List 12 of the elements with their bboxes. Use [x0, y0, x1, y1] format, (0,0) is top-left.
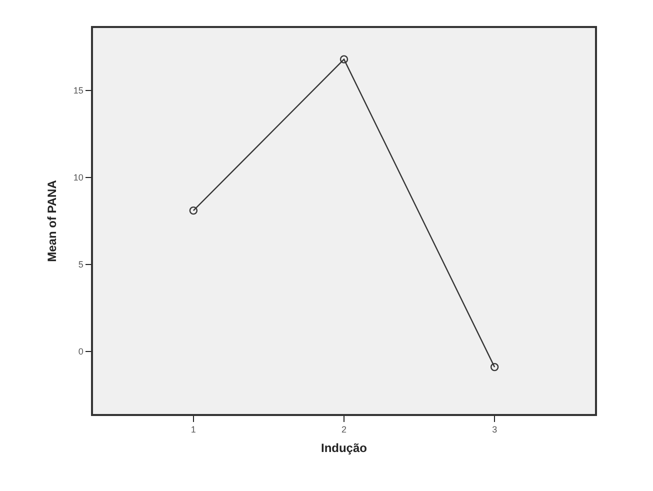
- y-tick-label: 5: [78, 260, 84, 270]
- y-axis-title: Mean of PANA: [45, 180, 60, 262]
- x-axis-title: Indução: [320, 440, 368, 455]
- y-tick-label: 0: [78, 346, 84, 357]
- x-tick-label: 2: [341, 424, 347, 435]
- y-tick-label: 10: [73, 172, 84, 183]
- point: [340, 55, 348, 64]
- x-tick-label: 1: [190, 424, 196, 435]
- x-tick-label: 3: [492, 424, 498, 435]
- y-tick-label: 15: [73, 86, 84, 96]
- point: [490, 362, 499, 372]
- point: [189, 206, 198, 215]
